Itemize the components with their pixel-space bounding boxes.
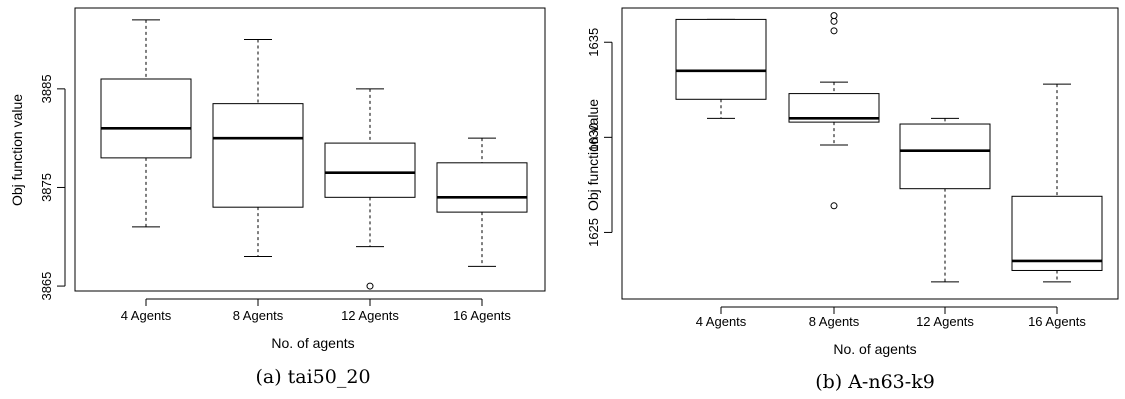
panel-b-box-0 [675, 18, 767, 119]
panel-a-box-3 [436, 137, 528, 267]
panel-a-y-axis: 3865 3875 3885 [39, 74, 66, 301]
panel-a-x-tick-label-3: 16 Agents [453, 308, 511, 323]
panel-a-x-tick-label-0: 4 Agents [121, 308, 172, 323]
panel-a: 3865 3875 3885 4 Agents 8 Agents 12 Agents 16… [9, 7, 546, 388]
panel-a-plot-frame [74, 7, 546, 292]
iqr-box [100, 78, 192, 159]
panel-b-y-axis-label: Obj function value [585, 99, 601, 211]
iqr-box [899, 123, 991, 190]
panel-b-box-1 [788, 12, 880, 210]
outlier-point-0 [830, 202, 838, 210]
panel-a-y-tick-label-1: 3875 [39, 173, 54, 202]
panel-b-x-tick-label-1: 8 Agents [809, 314, 860, 329]
panel-a-box-0 [100, 19, 192, 228]
outlier-point-0 [366, 282, 374, 290]
panel-b-box-2 [899, 117, 991, 283]
panel-b: 1625 1630 1635 4 Agents 8 Agents 12 Agents 16… [585, 7, 1119, 393]
panel-b-caption: (b) A-n63-k9 [815, 371, 935, 393]
panel-b-box-3 [1011, 83, 1103, 283]
panel-a-boxes [100, 19, 528, 290]
panel-a-caption: (a) tai50_20 [255, 366, 370, 388]
panel-b-y-tick-label-1: 1630 [586, 123, 601, 152]
iqr-box [675, 18, 767, 100]
panel-b-x-axis: 4 Agents 8 Agents 12 Agents 16 Agents [696, 306, 1086, 329]
panel-a-x-axis-label: No. of agents [271, 335, 354, 351]
panel-a-x-tick-label-2: 12 Agents [341, 308, 399, 323]
panel-b-x-tick-label-0: 4 Agents [696, 314, 747, 329]
panel-b-boxes [675, 12, 1103, 283]
panel-a-y-axis-label: Obj function value [9, 94, 25, 206]
panel-a-y-tick-label-0: 3865 [39, 272, 54, 301]
panel-b-y-axis: 1625 1630 1635 [586, 28, 613, 247]
panel-b-x-axis-label: No. of agents [833, 341, 916, 357]
panel-b-x-tick-label-2: 12 Agents [916, 314, 974, 329]
panel-a-x-axis: 4 Agents 8 Agents 12 Agents 16 Agents [121, 298, 511, 323]
outlier-point-1 [830, 27, 838, 35]
panel-b-y-tick-label-2: 1635 [586, 28, 601, 57]
outlier-point-3 [830, 12, 838, 20]
outlier-point-2 [830, 17, 838, 25]
panel-a-y-tick-label-2: 3885 [39, 74, 54, 103]
iqr-box [436, 162, 528, 213]
iqr-box [324, 142, 416, 198]
iqr-box [1011, 195, 1103, 271]
panel-a-x-tick-label-1: 8 Agents [233, 308, 284, 323]
panel-b-y-tick-label-0: 1625 [586, 218, 601, 247]
panel-b-x-tick-label-3: 16 Agents [1028, 314, 1086, 329]
iqr-box [212, 103, 304, 208]
panel-a-box-2 [324, 88, 416, 290]
panel-a-box-1 [212, 39, 304, 257]
panel-b-plot-frame [621, 7, 1119, 300]
